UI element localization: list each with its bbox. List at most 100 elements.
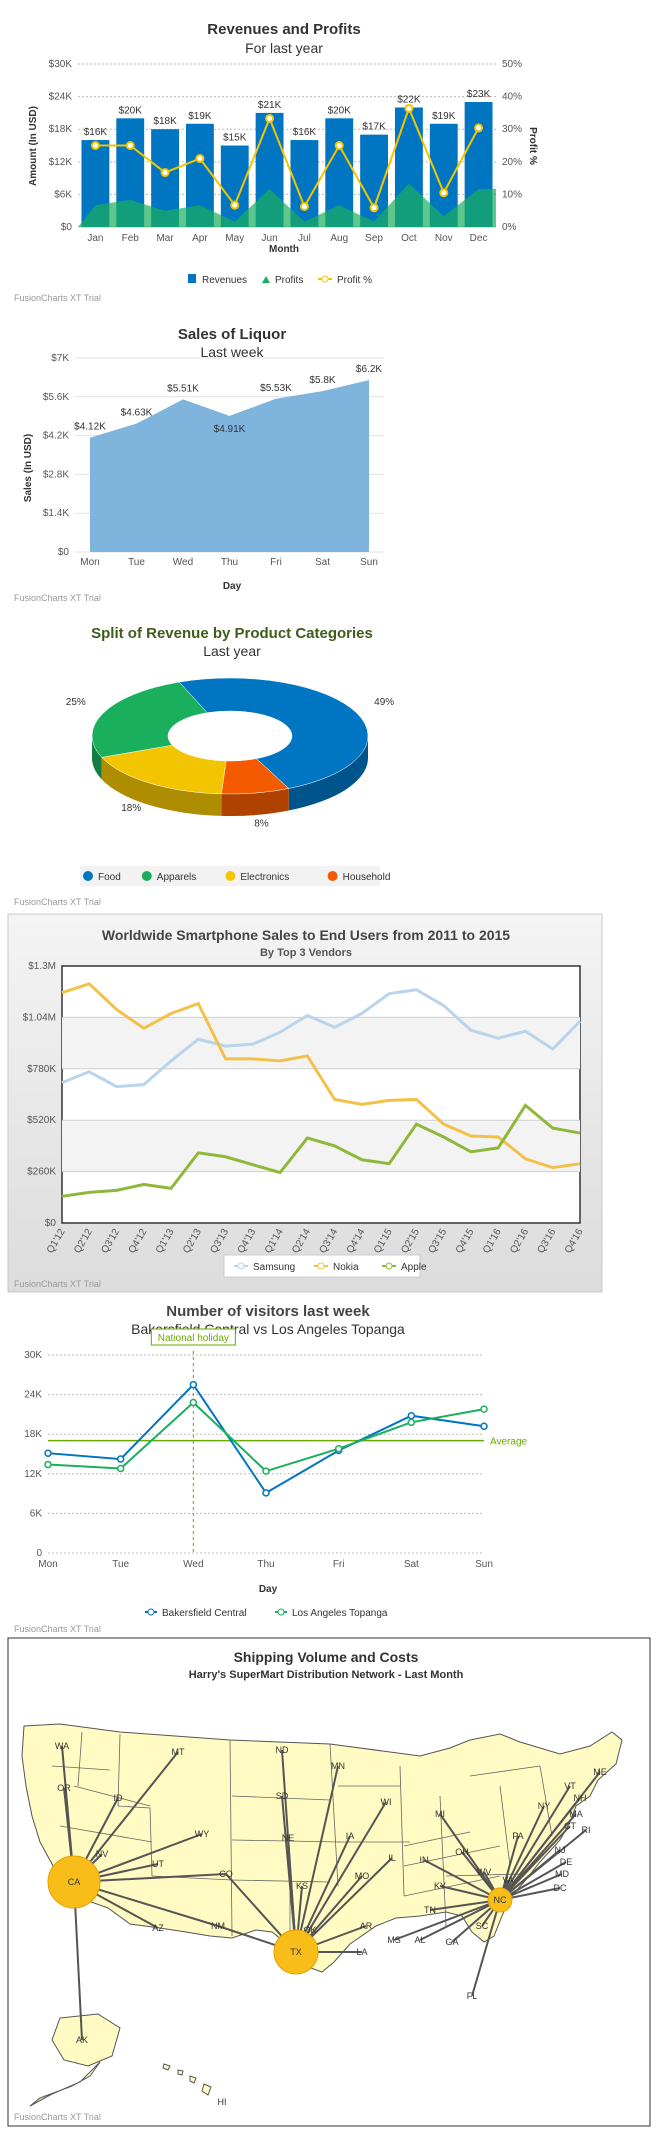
route-nc-nh (499, 1797, 581, 1901)
legend-key-profit-pct-marker (321, 275, 329, 283)
x-tick-label: Tue (128, 557, 145, 568)
y-tick-label: $1.04M (23, 1012, 56, 1023)
legend-key-household (327, 871, 338, 881)
x-tick-label: Fri (333, 1559, 345, 1570)
y-tick-label: $18K (49, 124, 73, 135)
route-tx-mn (295, 1765, 339, 1953)
x-tick-label: Fri (270, 557, 282, 568)
y-tick-label: $12K (49, 157, 73, 168)
y2-tick-label: 30% (502, 124, 522, 135)
state-label-ar: AR (360, 1921, 373, 1931)
y-tick-label: 18K (24, 1429, 42, 1440)
trial-watermark: FusionCharts XT Trial (14, 1279, 101, 1289)
legend-label-food[interactable]: Food (98, 872, 121, 883)
state-border (403, 1831, 471, 1847)
state-label-tx: TX (290, 1947, 302, 1957)
state-label-nc: NC (494, 1895, 507, 1905)
line-samsung (61, 988, 582, 1089)
chart-subtitle: By Top 3 Vendors (260, 947, 352, 959)
y2-tick-label: 0% (502, 222, 517, 233)
bar-value-label: $20K (119, 105, 143, 116)
bar-value-label: $23K (467, 89, 491, 100)
point-profit-pct-apr (195, 154, 205, 164)
slice-label-household: 8% (254, 818, 269, 829)
y-tick-label: $30K (49, 59, 73, 70)
point-los-angeles-topanga (480, 1405, 488, 1413)
point-los-angeles-topanga (189, 1398, 198, 1407)
legend-key-marker-nokia (317, 1262, 325, 1270)
hub-ca (47, 1855, 101, 1909)
legend-label-electronics[interactable]: Electronics (240, 872, 289, 883)
x-tick-label: Jun (262, 233, 278, 244)
legend-label-samsung[interactable]: Samsung (253, 1262, 295, 1273)
state-label-fl: FL (467, 1991, 478, 2001)
point-los-angeles-topanga (407, 1418, 416, 1427)
vline-label: National holiday (158, 1333, 229, 1344)
data-value-label: $4.91K (214, 424, 246, 435)
state-label-sc: SC (476, 1921, 489, 1931)
revenues-profits-svg: Revenues and Profits For last year Amoun… (14, 21, 538, 303)
state-label-nv: NV (96, 1849, 109, 1859)
x-tick-label: Sep (365, 233, 383, 244)
bar-value-label: $16K (84, 127, 108, 138)
state-label-mt: MT (172, 1747, 185, 1757)
point-los-angeles-topanga (44, 1460, 52, 1469)
trial-watermark: FusionCharts XT Trial (14, 2112, 101, 2122)
y2-axis-title: Profit % (527, 127, 538, 165)
route-nc-nj (499, 1849, 561, 1901)
y-tick-label: $5.6K (43, 392, 69, 403)
legend-label-household[interactable]: Household (343, 872, 391, 883)
y-tick-label: $4.2K (43, 431, 69, 442)
slice-label-electronics: 18% (121, 803, 141, 814)
bar-value-label: $17K (362, 122, 386, 133)
vline-label-box (150, 1328, 236, 1346)
legend-label-revenues[interactable]: Revenues (202, 275, 247, 286)
route-nc-mi (439, 1813, 501, 1901)
state-label-ak: AK (76, 2035, 88, 2045)
state-border (499, 1785, 511, 1867)
route-nc-al (419, 1899, 501, 1941)
y2-tick-label: 20% (502, 157, 522, 168)
bar-value-label: $21K (258, 100, 282, 111)
legend-label-nokia[interactable]: Nokia (333, 1262, 359, 1273)
legend-label-bakersfield-central[interactable]: Bakersfield Central (162, 1608, 246, 1619)
point-profit-pct-nov (439, 188, 449, 198)
legend-label-los-angeles-topanga[interactable]: Los Angeles Topanga (292, 1608, 388, 1619)
data-value-label: $5.8K (309, 375, 335, 386)
slice-label-food: 49% (374, 697, 394, 708)
x-tick-label: Sun (475, 1559, 493, 1570)
y-tick-label: $24K (49, 92, 73, 103)
state-label-ok: OK (303, 1925, 316, 1935)
legend-label-apparels[interactable]: Apparels (157, 872, 196, 883)
smartphone-sales-chart: Worldwide Smartphone Sales to End Users … (0, 910, 658, 1296)
point-los-angeles-topanga (334, 1444, 343, 1453)
state-label-mn: MN (331, 1761, 345, 1771)
trial-watermark: FusionCharts XT Trial (14, 593, 101, 603)
legend: Revenues Profits Profit % (188, 274, 372, 286)
x-tick-label: Thu (221, 557, 238, 568)
point-profit-pct-mar (160, 168, 170, 178)
hub-tx (273, 1929, 319, 1975)
y-tick-label: 0 (36, 1548, 42, 1559)
point-profit-pct-jul (299, 201, 309, 211)
chart-subtitle: For last year (245, 40, 323, 56)
chart-subtitle: Last week (200, 344, 264, 360)
revenue-split-chart: Split of Revenue by Product Categories L… (0, 618, 658, 910)
trendline-label: Average (490, 1437, 528, 1448)
legend-label-profits[interactable]: Profits (275, 275, 303, 286)
x-tick-label: Sat (404, 1559, 419, 1570)
y-tick-label: $0 (61, 222, 73, 233)
point-los-angeles-topanga (116, 1464, 125, 1473)
point-profit-pct-may (230, 200, 240, 210)
state-border (231, 1795, 331, 1801)
x-tick-label: Aug (330, 233, 348, 244)
visitors-chart: Number of visitors last week Bakersfield… (0, 1296, 658, 1636)
legend-key-marker-los-angeles-topanga (277, 1608, 285, 1616)
x-tick-label: May (225, 233, 244, 244)
legend-label-apple[interactable]: Apple (401, 1262, 427, 1273)
x-axis-title: Day (259, 1584, 278, 1595)
x-tick-label: Thu (257, 1559, 274, 1570)
state-border (77, 1731, 83, 1787)
state-label-la: LA (356, 1947, 367, 1957)
legend-label-profit-pct[interactable]: Profit % (337, 275, 372, 286)
